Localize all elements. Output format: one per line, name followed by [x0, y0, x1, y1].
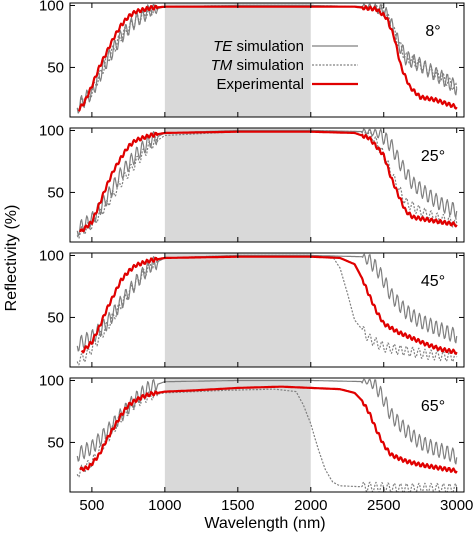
x-tick-label: 3000	[440, 497, 473, 514]
x-tick-label: 1500	[221, 497, 254, 514]
panel-frame	[69, 377, 465, 493]
x-tick-label: 1000	[148, 497, 181, 514]
series-experimental-line	[77, 4, 458, 112]
panel-frame	[69, 2, 465, 118]
y-tick-label: 100	[39, 0, 64, 14]
series-group	[76, 128, 458, 239]
angle-label: 45°	[421, 273, 445, 290]
series-experimental-line	[79, 130, 458, 233]
legend-entry-label: TM simulation	[211, 57, 304, 74]
shaded-band	[164, 3, 311, 117]
y-tick-label: 50	[47, 184, 64, 201]
series-experimental-line	[79, 385, 458, 474]
panel-3: 50 100 45°	[39, 247, 465, 368]
x-axis-title: Wavelength (nm)	[204, 515, 325, 532]
angle-label: 8°	[425, 23, 440, 40]
legend-entry-label: TE simulation	[213, 38, 304, 55]
series-tm-line	[76, 388, 458, 492]
angle-label: 25°	[421, 148, 445, 165]
y-tick-label: 100	[39, 372, 64, 389]
shaded-band	[164, 253, 311, 367]
x-tick-label: 2000	[294, 497, 327, 514]
angle-label: 65°	[421, 398, 445, 415]
y-axis-title: Reflectivity (%)	[3, 205, 20, 312]
series-experimental-line	[80, 255, 458, 355]
legend-entry-emph: TM	[211, 57, 233, 74]
legend-entry-emph: TE	[213, 38, 233, 55]
series-group	[76, 253, 458, 366]
y-tick-label: 50	[47, 434, 64, 451]
x-tick-label: 2500	[367, 497, 400, 514]
series-group	[76, 378, 458, 492]
shaded-band	[164, 378, 311, 492]
legend-entry-text: simulation	[232, 57, 304, 74]
y-tick-label: 100	[39, 247, 64, 264]
legend-entry-label: Experimental	[216, 76, 304, 93]
y-tick-label: 100	[39, 122, 64, 139]
shaded-band	[164, 128, 311, 242]
y-tick-label: 50	[47, 309, 64, 326]
y-tick-label: 50	[47, 59, 64, 76]
x-tick-label: 500	[79, 497, 104, 514]
panel-2: 50 100 25°	[39, 122, 465, 243]
series-te-line	[76, 253, 458, 352]
panel-frame	[69, 127, 465, 243]
panel-4: 50 100 65° 500 1000 1500 2000 2500 3000	[39, 372, 473, 514]
panel-frame	[69, 252, 465, 368]
legend-entry-text: Experimental	[216, 76, 304, 93]
legend-entry-text: simulation	[232, 38, 304, 55]
series-te-line	[76, 128, 458, 237]
series-group	[76, 3, 458, 114]
